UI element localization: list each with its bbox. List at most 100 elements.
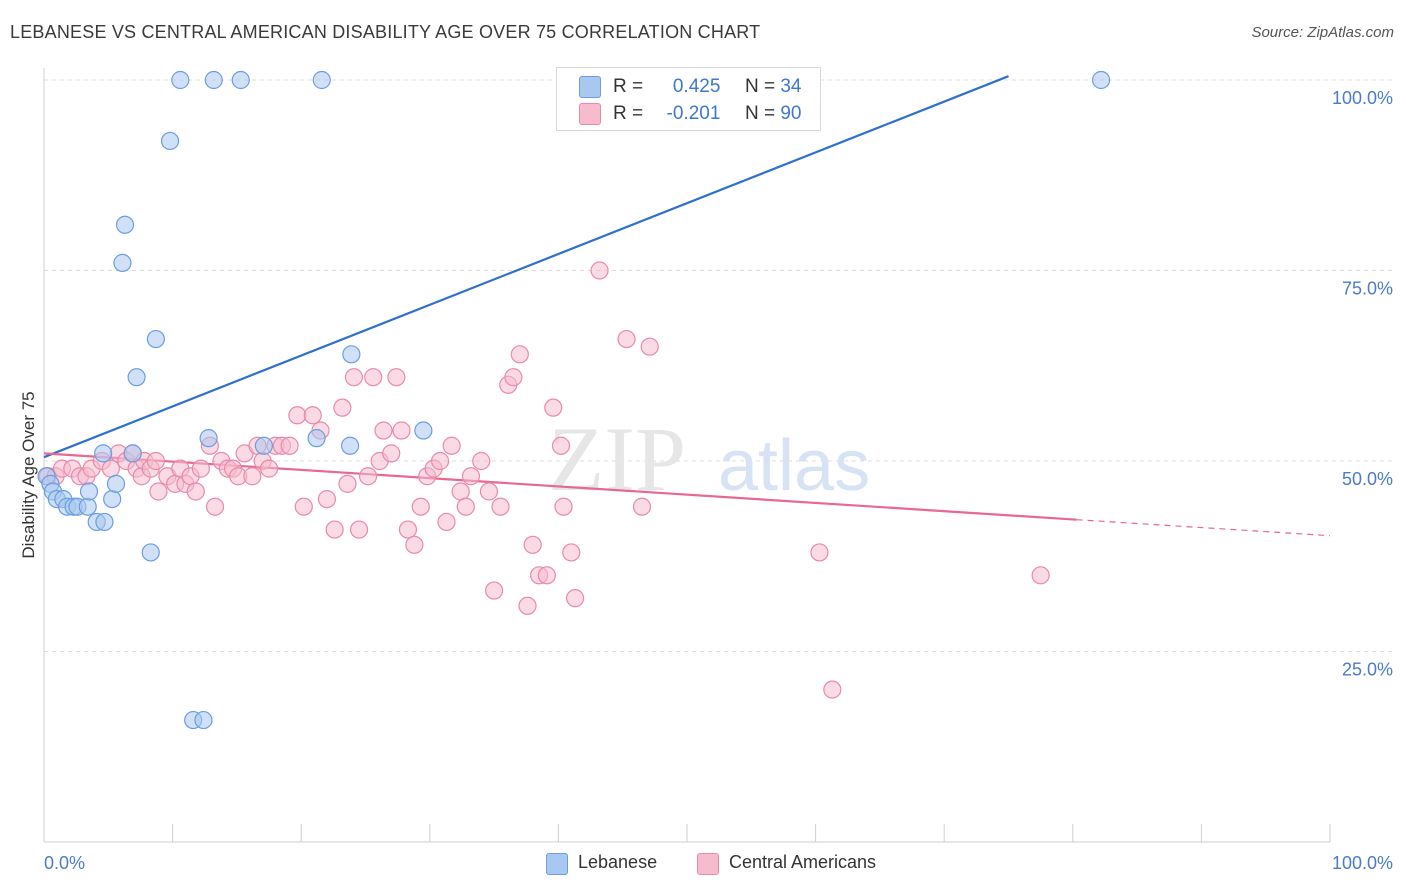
correlation-legend: R = 0.425 N = 34 R = -0.201 N = 90 [556,67,821,131]
point-central-americans [398,520,418,539]
point-lebanese [342,345,361,364]
point-central-americans [451,482,470,501]
point-central-americans [146,451,165,471]
point-central-americans [411,497,430,516]
point-lebanese [307,429,326,448]
trend-line-central-americans [1076,519,1331,537]
point-central-americans [205,497,225,516]
point-central-americans [374,421,393,440]
point-lebanese [1091,70,1111,90]
x-tick-label: 100.0% [1332,853,1393,873]
point-central-americans [186,482,205,501]
bottom-legend-swatch-central-americans [697,853,719,875]
point-central-americans [617,329,636,349]
point-lebanese [113,253,132,272]
point-lebanese [78,497,97,516]
bottom-legend-label-central-americans: Central Americans [729,852,877,872]
points-layer [37,70,1111,730]
legend-n-label: N = [744,103,776,124]
axis-layer [43,68,1331,843]
point-central-americans [518,596,537,615]
point-central-americans [437,512,456,532]
legend-r-label: R = [613,76,644,97]
point-central-americans [358,467,378,486]
point-lebanese [115,215,135,234]
point-central-americans [544,398,563,417]
point-central-americans [392,421,411,440]
point-central-americans [640,337,659,356]
point-lebanese [254,436,274,455]
point-central-americans [461,467,481,486]
point-central-americans [338,474,357,493]
y-tick-label: 50.0% [1342,469,1393,489]
legend-swatch-lebanese [579,76,601,98]
point-central-americans [387,368,406,387]
chart-title: LEBANESE VS CENTRAL AMERICAN DISABILITY … [10,22,761,42]
point-central-americans [288,406,307,425]
bottom-legend-label-lebanese: Lebanese [578,852,658,872]
point-lebanese [340,436,360,455]
point-central-americans [479,482,499,501]
point-central-americans [566,589,585,608]
point-central-americans [562,543,581,562]
point-central-americans [333,398,352,417]
y-axis-label: Disability Age Over 75 [19,391,38,558]
point-central-americans [191,459,210,478]
point-central-americans [317,490,337,509]
point-central-americans [504,368,523,387]
point-lebanese [199,429,218,448]
point-central-americans [364,368,383,387]
trend-line-lebanese [43,75,1009,459]
point-lebanese [95,512,114,532]
point-lebanese [204,70,223,90]
grid-layer [44,79,1393,652]
legend-r-value-lebanese: 0.425 [672,76,721,97]
legend-n-value-lebanese: 34 [780,76,802,97]
point-lebanese [103,490,122,509]
point-central-americans [382,444,401,463]
point-central-americans [510,345,529,364]
point-lebanese [171,70,190,90]
point-lebanese [194,710,213,730]
point-lebanese [106,474,126,493]
legend-r-label: R = [613,103,644,124]
point-lebanese [123,444,142,463]
labels-layer: 25.0% 50.0% 75.0% 100.0% 0.0% 100.0% Disabilit… [19,88,1393,873]
point-lebanese [141,543,160,562]
y-tick-label: 100.0% [1332,88,1393,108]
watermark-zip: ZIP [548,408,686,510]
point-lebanese [127,368,146,387]
point-lebanese [94,444,113,463]
point-central-americans [259,459,279,478]
point-lebanese [146,329,165,349]
point-central-americans [430,451,450,471]
point-central-americans [551,436,571,455]
point-lebanese [312,70,331,90]
point-central-americans [491,497,510,516]
point-lebanese [414,421,433,440]
point-central-americans [554,497,573,516]
point-central-americans [349,520,369,539]
point-central-americans [149,482,168,501]
source-label: Source: ZipAtlas.com [1251,24,1394,41]
point-central-americans [442,436,461,455]
point-central-americans [632,497,652,516]
point-lebanese [160,131,180,151]
y-tick-label: 75.0% [1342,279,1393,299]
point-central-americans [101,459,120,478]
bottom-legend-swatch-lebanese [546,853,568,875]
point-central-americans [456,497,475,516]
point-central-americans [243,467,262,486]
point-central-americans [537,566,556,585]
point-central-americans [294,497,313,516]
y-tick-label: 25.0% [1342,660,1393,680]
point-central-americans [823,680,842,699]
x-tick-label: 0.0% [44,853,85,873]
point-central-americans [472,451,491,471]
point-central-americans [344,368,364,387]
point-central-americans [1031,566,1050,585]
watermark: ZIP atlas [548,408,870,510]
watermark-atlas: atlas [718,426,870,506]
point-central-americans [810,543,829,562]
